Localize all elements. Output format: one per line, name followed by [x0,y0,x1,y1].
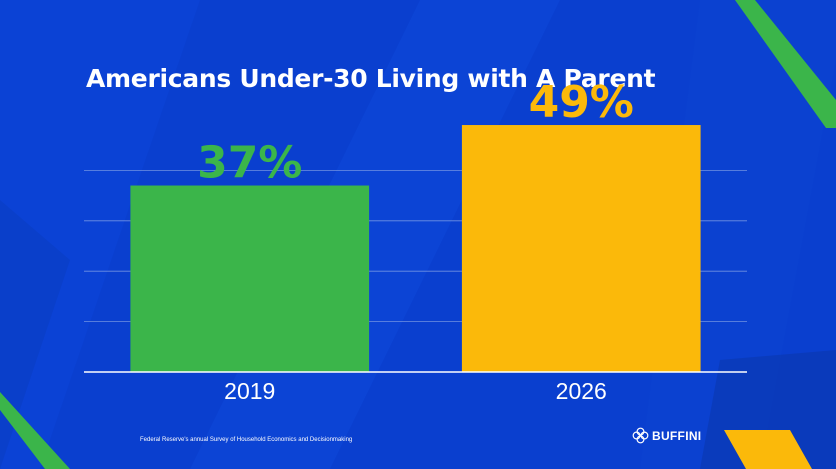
chart-title: Americans Under-30 Living with A Parent [86,64,656,93]
bars [130,125,701,372]
x-tick-labels: 2019 2026 [224,378,607,404]
bg-diagonal-band [0,90,70,469]
value-label-2019: 37% [197,138,302,189]
value-label-2026: 49% [529,77,634,128]
bg-diagonal-band [0,0,200,469]
brand-name: BUFFINI [652,428,702,443]
x-tick-label-2026: 2026 [556,378,607,404]
brand-logo: BUFFINI [632,427,701,444]
source-note: Federal Reserve's annual Survey of House… [140,437,353,443]
bar-2026 [461,125,701,372]
bar-2019 [130,185,370,372]
value-labels: 37% 49% [197,77,634,188]
green-accent-stripe [735,0,836,128]
green-accent-stripe [0,392,70,469]
yellow-corner-stripe [724,430,812,469]
x-tick-label-2019: 2019 [224,378,275,404]
flower-logo-icon [632,427,649,444]
